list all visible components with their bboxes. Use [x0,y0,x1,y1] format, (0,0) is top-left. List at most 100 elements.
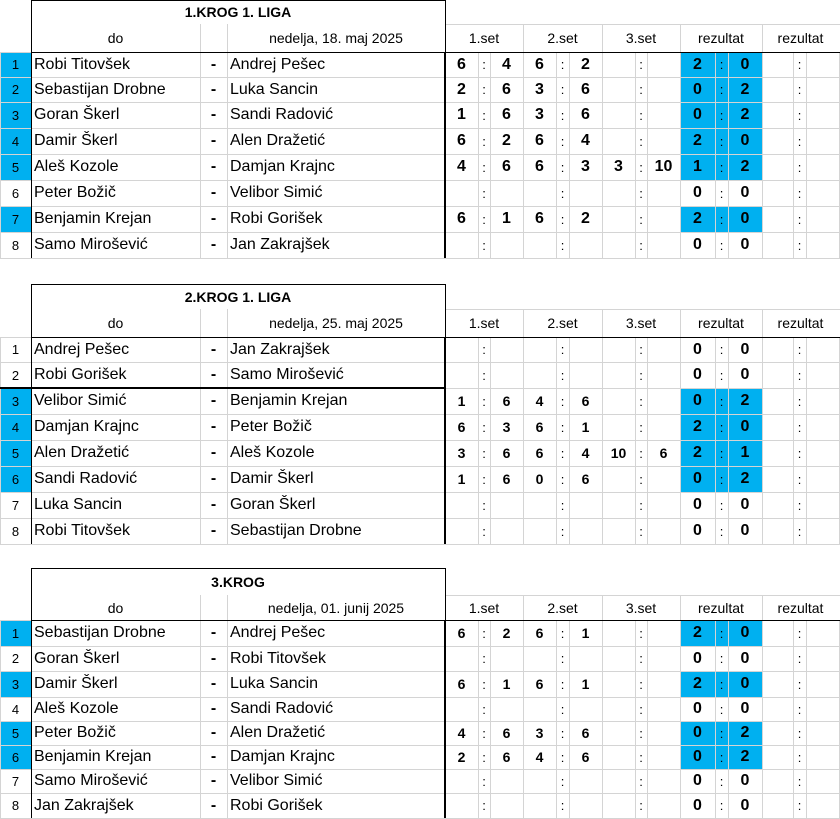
set2-away-games: 6 [581,749,590,765]
grid-line [569,620,570,818]
result-home-sets: 0 [680,102,715,128]
home-player: Peter Božič [34,184,116,201]
grid-line [445,0,446,258]
extra-result-away [806,745,839,769]
result-home-sets: 0 [693,366,702,383]
set1-away-games: 1 [502,210,511,227]
set1-away-games: 1 [502,676,511,692]
away-player: Robi Gorišek [230,210,323,227]
set2-home-games [523,793,556,818]
grid-line [31,568,32,818]
extra-result-separator: : [797,367,802,383]
set2-home-games: 6 [535,132,544,149]
set3-separator: : [639,159,643,175]
result-separator: : [719,185,724,201]
set2-home-games [523,232,556,258]
grid-line [445,769,840,770]
grid-line [490,620,491,818]
column-header-date: nedelja, 01. junij 2025 [267,599,405,616]
match-dash: - [210,700,217,717]
match-number: 7 [0,206,31,232]
set1-separator: : [482,798,486,813]
set3-away-games [647,793,680,818]
extra-result-separator: : [797,523,802,539]
result-away-sets: 0 [740,700,750,717]
extra-result-home [762,77,793,102]
grid-line [200,595,201,818]
set1-separator: : [482,676,486,692]
extra-result-away [806,793,839,818]
match-dash: - [210,724,217,741]
grid-line [523,620,524,818]
set1-separator: : [482,82,486,97]
extra-result-separator: : [797,185,802,201]
away-player: Goran Škerl [230,496,316,513]
grid-line [793,620,794,818]
set3-away-games [647,721,680,745]
set2-away-games [569,337,602,362]
set3-away-games [647,414,680,440]
column-header-do: do [107,315,124,331]
away-player: Samo Mirošević [230,366,344,383]
set2-home-games: 3 [535,106,544,123]
grid-line [635,620,636,818]
set1-home-games [445,793,478,818]
set3-separator: : [639,749,643,765]
extra-result-separator: : [797,651,802,666]
column-header-rezultat-extra: rezultat [777,30,824,46]
column-header-set1: 1.set [468,315,500,331]
set1-separator: : [482,107,486,123]
set2-home-games [523,769,556,793]
grid-line [806,52,807,258]
set1-away-games [490,769,523,793]
grid-line [602,52,603,258]
set2-separator: : [560,342,565,357]
set2-home-games: 6 [535,445,544,461]
match-number: 3 [0,671,31,697]
extra-result-home [762,620,793,646]
set3-away-games [647,232,680,258]
grid-line [445,793,840,794]
set2-home-games [523,646,556,671]
set3-home-games [602,646,635,671]
away-player: Jan Zakrajšek [230,340,330,358]
result-home-sets: 2 [680,620,715,646]
result-separator: : [715,466,728,492]
set2-home-games [523,697,556,721]
set2-home-games: 0 [535,471,544,487]
set1-separator: : [482,57,486,72]
home-player: Aleš Kozole [34,700,119,717]
home-player: Aleš Kozole [34,158,119,175]
set2-home-games: 6 [535,210,544,227]
set1-separator: : [482,701,486,717]
set2-separator: : [560,133,565,149]
grid-line [445,646,840,647]
extra-result-home [762,362,793,388]
grid-line [635,337,636,544]
grid-line [445,258,840,259]
result-away-sets: 0 [740,340,750,358]
home-player: Sebastijan Drobne [34,80,166,98]
set2-home-games: 4 [535,393,544,409]
grid-line [0,52,1,258]
grid-line [0,620,1,818]
set1-home-games [445,769,478,793]
extra-result-home [762,769,793,793]
set3-away-games [647,180,680,206]
extra-result-separator: : [797,393,802,409]
result-home-sets: 0 [693,772,702,789]
extra-result-away [806,620,839,646]
grid-line [762,52,763,258]
grid-line [556,337,557,544]
set2-home-games: 6 [535,419,544,435]
result-home-sets: 0 [680,466,715,492]
result-home-sets: 0 [680,745,715,769]
set2-away-games: 1 [581,625,590,641]
result-away-sets: 0 [728,620,762,646]
extra-result-away [806,128,839,154]
result-away-sets: 0 [728,128,762,154]
grid-line [478,52,479,258]
extra-result-home [762,646,793,671]
match-number: 7 [11,773,20,789]
extra-result-away [806,414,839,440]
